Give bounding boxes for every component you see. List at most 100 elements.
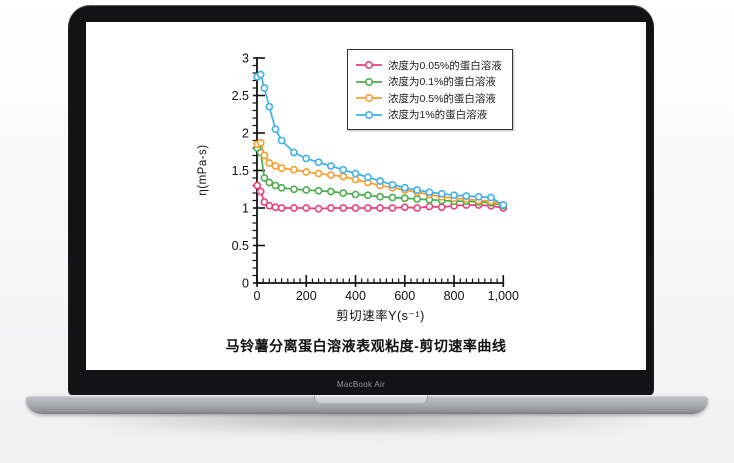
data-point-marker <box>260 151 269 160</box>
data-point-marker <box>363 204 372 212</box>
data-point-marker <box>351 204 360 212</box>
y-tick-label: 2 <box>242 127 249 141</box>
data-point-marker <box>302 154 311 163</box>
legend-item: 浓度为0.5%的蛋白溶液 <box>356 90 502 107</box>
data-point-marker <box>277 204 286 212</box>
data-point-marker <box>351 169 360 178</box>
data-point-marker <box>265 201 274 210</box>
data-point-marker <box>271 181 280 190</box>
laptop-screen: 0 200 400 600 800 1,000 0 0.5 1 1.5 2 2.5 3 η(mPa-s)… <box>86 22 646 370</box>
data-point-marker <box>290 204 298 212</box>
data-point-marker <box>413 204 421 212</box>
data-point-marker <box>413 186 421 194</box>
x-tick-label: 200 <box>296 289 317 303</box>
y-tick-label: 2.5 <box>232 89 249 103</box>
data-point-marker <box>290 165 298 174</box>
legend-item-label: 浓度为0.05%的蛋白溶液 <box>388 59 502 72</box>
data-point-marker <box>314 186 323 195</box>
data-point-marker <box>326 171 335 179</box>
data-point-marker <box>277 164 286 173</box>
data-point-marker <box>271 162 280 170</box>
data-point-marker <box>400 203 409 212</box>
x-tick-label: 800 <box>444 289 465 303</box>
x-tick-label: 0 <box>254 289 261 303</box>
y-tick-label: 1.5 <box>232 164 249 178</box>
legend-marker-icon <box>356 110 382 119</box>
data-point-marker <box>314 158 323 167</box>
series-3 <box>253 70 508 209</box>
legend-item-label: 浓度为0.1%的蛋白溶液 <box>388 76 496 89</box>
data-point-marker <box>302 204 311 212</box>
data-point-marker <box>400 194 409 203</box>
x-major-ticks: 0 200 400 600 800 1,000 <box>254 275 519 303</box>
data-point-marker <box>290 185 298 194</box>
legend-item: 浓度为0.1%的蛋白溶液 <box>356 74 502 91</box>
laptop-lid: 0 200 400 600 800 1,000 0 0.5 1 1.5 2 2.5 3 η(mPa-s)… <box>68 5 654 396</box>
laptop-base <box>26 395 708 414</box>
y-tick-label: 3 <box>242 52 249 66</box>
data-point-marker <box>450 191 458 200</box>
base-notch <box>314 395 428 403</box>
data-point-marker <box>499 201 508 209</box>
x-tick-label: 600 <box>394 289 415 303</box>
data-point-marker <box>462 192 471 200</box>
x-axis-label: 剪切速率Y(s⁻¹) <box>336 309 425 323</box>
data-point-marker <box>363 173 372 182</box>
chart-caption: 马铃薯分离蛋白溶液表观粘度-剪切速率曲线 <box>225 338 507 354</box>
data-point-marker <box>260 174 269 182</box>
legend-item-label: 浓度为0.5%的蛋白溶液 <box>388 92 496 105</box>
data-point-marker <box>277 136 286 145</box>
data-point-marker <box>260 198 269 206</box>
viscosity-chart: 0 200 400 600 800 1,000 0 0.5 1 1.5 2 2.5 3 η(mPa-s)… <box>86 22 646 370</box>
data-point-marker <box>326 204 335 212</box>
legend-item-label: 浓度为1%的蛋白溶液 <box>388 109 488 122</box>
y-axis-label: η(mPa-s) <box>197 144 209 196</box>
data-point-marker <box>339 172 348 181</box>
data-point-marker <box>487 193 495 202</box>
legend-item: 浓度为0.05%的蛋白溶液 <box>356 57 502 74</box>
data-point-marker <box>474 192 483 201</box>
data-point-marker <box>302 168 311 176</box>
legend-item: 浓度为1%的蛋白溶液 <box>356 107 502 124</box>
data-point-marker <box>413 195 421 203</box>
y-tick-label: 1 <box>242 202 249 216</box>
data-point-marker <box>256 70 265 79</box>
data-point-marker <box>253 181 262 190</box>
data-point-marker <box>437 189 446 198</box>
data-point-marker <box>326 162 335 170</box>
data-point-marker <box>376 177 385 185</box>
data-point-marker <box>376 192 385 201</box>
data-point-marker <box>376 204 385 212</box>
data-point-marker <box>400 183 409 192</box>
macbook-air-label: MacBook Air <box>336 380 386 389</box>
data-point-marker <box>302 186 311 194</box>
data-point-marker <box>271 125 280 134</box>
legend: 浓度为0.05%的蛋白溶液 浓度为0.1%的蛋白溶液 浓度为0.5%的蛋白溶液 浓度为… <box>347 49 513 130</box>
legend-marker-icon <box>356 61 382 70</box>
data-point-marker <box>339 204 348 212</box>
data-point-marker <box>351 190 360 199</box>
data-point-marker <box>339 165 348 174</box>
data-point-marker <box>437 203 446 212</box>
data-point-marker <box>388 180 397 189</box>
data-point-marker <box>388 193 397 202</box>
data-point-marker <box>265 159 274 167</box>
data-point-marker <box>425 202 434 211</box>
data-point-marker <box>314 204 323 213</box>
data-point-marker <box>326 187 335 196</box>
data-point-marker <box>265 102 274 111</box>
x-minor-ticks <box>262 278 498 283</box>
legend-marker-icon <box>356 94 382 103</box>
y-major-ticks: 0 0.5 1 1.5 2 2.5 3 <box>232 52 265 291</box>
legend-marker-icon <box>356 77 382 86</box>
data-point-marker <box>425 188 434 197</box>
data-point-marker <box>388 204 397 212</box>
data-point-marker <box>265 178 274 187</box>
chart-plot-area: 0 200 400 600 800 1,000 0 0.5 1 1.5 2 2.5 3 <box>232 52 519 304</box>
y-tick-label: 0.5 <box>232 239 249 253</box>
data-point-marker <box>271 203 280 212</box>
data-point-marker <box>256 138 265 147</box>
data-point-marker <box>256 187 265 196</box>
x-tick-label: 1,000 <box>488 289 519 303</box>
